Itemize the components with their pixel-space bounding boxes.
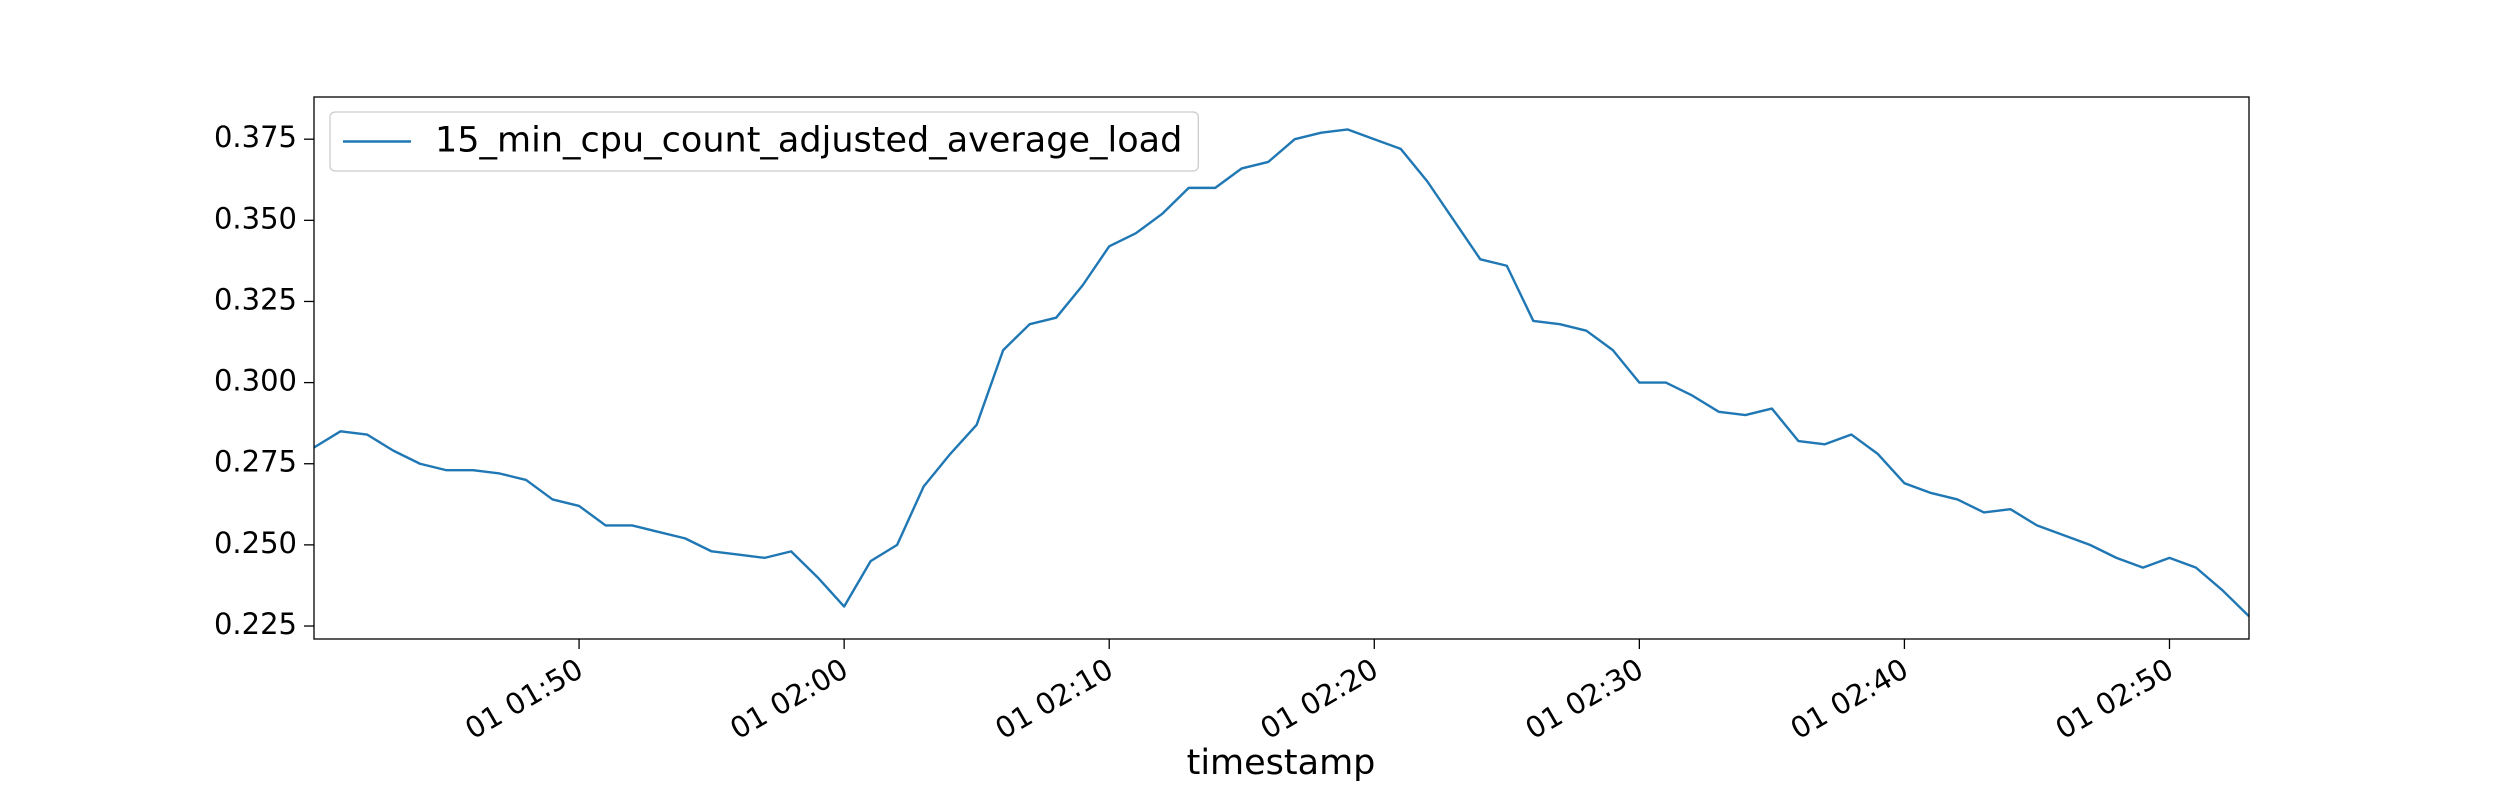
y-tick-label: 0.325: [214, 282, 297, 316]
y-tick-label: 0.250: [214, 526, 297, 560]
x-tick-label: 01 02:30: [1520, 652, 1649, 746]
x-tick-label: 01 01:50: [459, 652, 588, 746]
x-axis-label: timestamp: [1187, 743, 1376, 783]
y-tick-label: 0.300: [214, 364, 297, 398]
x-tick-label: 01 02:10: [989, 652, 1118, 746]
y-tick-label: 0.275: [214, 445, 297, 479]
series-line: [313, 128, 2250, 618]
y-tick-label: 0.350: [214, 201, 297, 235]
x-tick-label: 01 02:50: [2050, 652, 2179, 746]
x-tick-label: 01 02:20: [1254, 652, 1383, 746]
legend-box: [329, 111, 1199, 172]
legend-label: 15_min_cpu_count_adjusted_average_load: [435, 121, 1182, 161]
x-tick-label: 01 02:40: [1785, 652, 1914, 746]
x-tick-label: 01 02:00: [724, 652, 853, 746]
plot-frame: [313, 96, 2250, 640]
y-tick-label: 0.375: [214, 120, 297, 154]
y-tick-label: 0.225: [214, 607, 297, 641]
